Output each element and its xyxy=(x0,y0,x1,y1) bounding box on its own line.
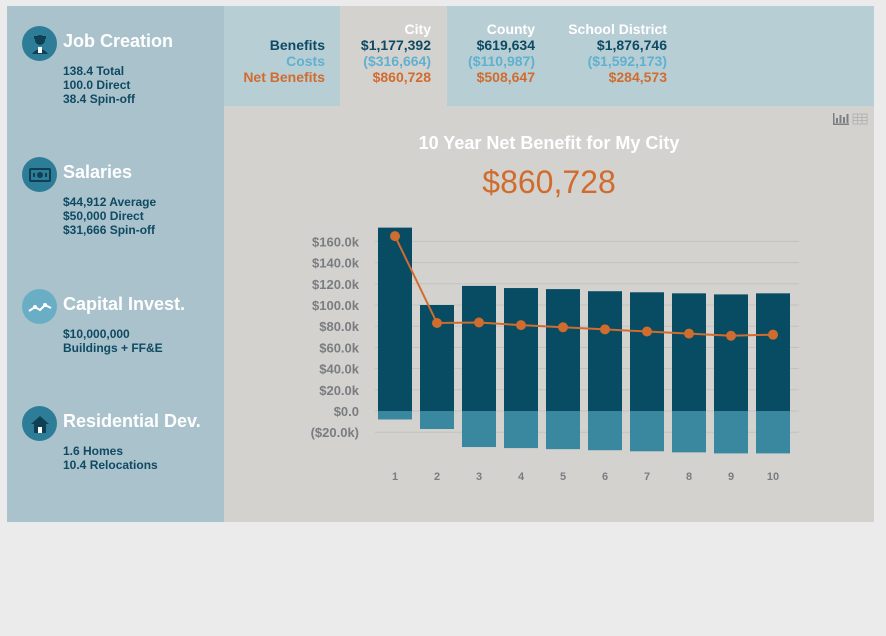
school-district-costs: ($1,592,173) xyxy=(587,53,667,69)
x-tick-label: 5 xyxy=(560,471,566,483)
benefit-bar xyxy=(462,285,496,411)
x-tick-label: 6 xyxy=(602,471,608,483)
investment-chart-icon xyxy=(22,289,57,324)
y-tick-label: $100.0k xyxy=(312,298,360,313)
y-tick-label: $0.0 xyxy=(334,404,359,419)
metric-line: $31,666 Spin-off xyxy=(63,223,156,237)
county-benefits: $619,634 xyxy=(476,37,535,53)
net-benefit-chart: ($20.0k) $0.0 $20.0k $40.0k $60.0k $80.0k $100… xyxy=(311,227,799,483)
metric-line: 138.4 Total xyxy=(63,64,125,78)
net-benefit-point xyxy=(726,330,736,341)
benefit-bar xyxy=(378,227,412,411)
cost-bar xyxy=(756,411,790,454)
x-tick-label: 9 xyxy=(728,471,734,483)
house-icon xyxy=(22,406,57,441)
metric-title: Job Creation xyxy=(63,31,174,51)
benefit-bar xyxy=(630,292,664,411)
benefit-bar xyxy=(672,293,706,411)
y-tick-label: $80.0k xyxy=(319,319,360,334)
view-toggle xyxy=(832,112,868,131)
county-costs: ($110,987) xyxy=(468,53,535,69)
chart-title: 10 Year Net Benefit for My City xyxy=(418,133,680,153)
net-benefit-point xyxy=(390,231,400,242)
city-benefits: $1,177,392 xyxy=(360,37,431,53)
net-benefit-point xyxy=(558,322,568,333)
metric-line: $44,912 Average xyxy=(63,195,157,209)
bar-chart-view-icon[interactable] xyxy=(833,113,849,125)
table-view-icon[interactable] xyxy=(852,113,868,125)
metric-line: 100.0 Direct xyxy=(63,78,131,92)
main-panel: Benefits Costs Net Benefits City $1,177,… xyxy=(224,6,874,522)
net-benefit-point xyxy=(516,320,526,331)
y-tick-label: ($20.0k) xyxy=(311,425,359,440)
net-benefit-line xyxy=(394,235,774,337)
cost-bar xyxy=(588,411,622,451)
metric-details: 138.4 Total 100.0 Direct 38.4 Spin-off xyxy=(63,64,135,106)
x-tick-label: 10 xyxy=(767,471,779,483)
metric-title: Salaries xyxy=(63,162,133,182)
city-net-benefits: $860,728 xyxy=(372,69,431,85)
column-header-county[interactable]: County xyxy=(486,21,535,37)
row-label-benefits: Benefits xyxy=(269,37,325,53)
school-district-net-benefits: $284,573 xyxy=(608,69,667,85)
net-benefit-point xyxy=(600,324,610,335)
school-district-benefits: $1,876,746 xyxy=(596,37,667,53)
selected-column-highlight xyxy=(340,6,447,106)
row-label-net-benefits: Net Benefits xyxy=(243,69,325,85)
cost-bar xyxy=(630,411,664,452)
x-tick-label: 1 xyxy=(392,471,398,483)
y-tick-label: $140.0k xyxy=(312,256,360,271)
chart-headline-value: $860,728 xyxy=(482,164,616,200)
metric-details: $10,000,000 Buildings + FF&E xyxy=(63,327,163,355)
column-header-city[interactable]: City xyxy=(404,21,431,37)
app-window: Job Creation 138.4 Total 100.0 Direct 38… xyxy=(7,6,874,522)
benefit-bar xyxy=(504,288,538,411)
metric-title: Capital Invest. xyxy=(63,294,186,314)
x-tick-label: 3 xyxy=(476,471,482,483)
row-label-costs: Costs xyxy=(286,53,325,69)
net-benefit-point xyxy=(432,318,442,329)
metric-line: 1.6 Homes xyxy=(63,444,124,458)
cost-bar xyxy=(420,411,454,430)
cost-bar xyxy=(672,411,706,453)
cost-bar xyxy=(546,411,580,450)
benefit-bar xyxy=(714,294,748,411)
metric-title: Residential Dev. xyxy=(63,411,201,431)
summary-table: Benefits Costs Net Benefits City $1,177,… xyxy=(224,6,874,106)
benefit-bar xyxy=(546,289,580,411)
y-tick-label: $20.0k xyxy=(319,383,360,398)
sidebar: Job Creation 138.4 Total 100.0 Direct 38… xyxy=(7,6,224,522)
x-tick-label: 2 xyxy=(434,471,440,483)
y-tick-label: $120.0k xyxy=(312,277,360,292)
city-costs: ($316,664) xyxy=(363,53,431,69)
money-icon xyxy=(22,157,57,192)
y-tick-label: $60.0k xyxy=(319,340,360,355)
net-benefit-point xyxy=(768,329,778,340)
cost-bar xyxy=(714,411,748,454)
x-tick-label: 4 xyxy=(518,471,525,483)
cost-bar xyxy=(504,411,538,449)
metric-line: $10,000,000 xyxy=(63,327,130,341)
net-benefit-point xyxy=(642,326,652,337)
y-tick-label: $160.0k xyxy=(312,234,360,249)
cost-bar xyxy=(378,411,412,420)
cost-bar xyxy=(462,411,496,448)
x-tick-label: 8 xyxy=(686,471,692,483)
metric-details: 1.6 Homes 10.4 Relocations xyxy=(63,444,158,472)
x-tick-label: 7 xyxy=(644,471,650,483)
benefit-bar xyxy=(756,293,790,411)
metric-line: 38.4 Spin-off xyxy=(63,92,136,106)
worker-icon xyxy=(22,26,57,61)
metric-line: 10.4 Relocations xyxy=(63,458,158,472)
net-benefit-point xyxy=(474,317,484,328)
metric-line: Buildings + FF&E xyxy=(63,341,163,355)
benefit-bar xyxy=(588,291,622,411)
county-net-benefits: $508,647 xyxy=(476,69,535,85)
y-tick-label: $40.0k xyxy=(319,362,360,377)
metric-details: $44,912 Average $50,000 Direct $31,666 S… xyxy=(63,195,156,237)
metric-line: $50,000 Direct xyxy=(63,209,144,223)
column-header-school-district[interactable]: School District xyxy=(568,21,667,37)
net-benefit-point xyxy=(684,328,694,339)
